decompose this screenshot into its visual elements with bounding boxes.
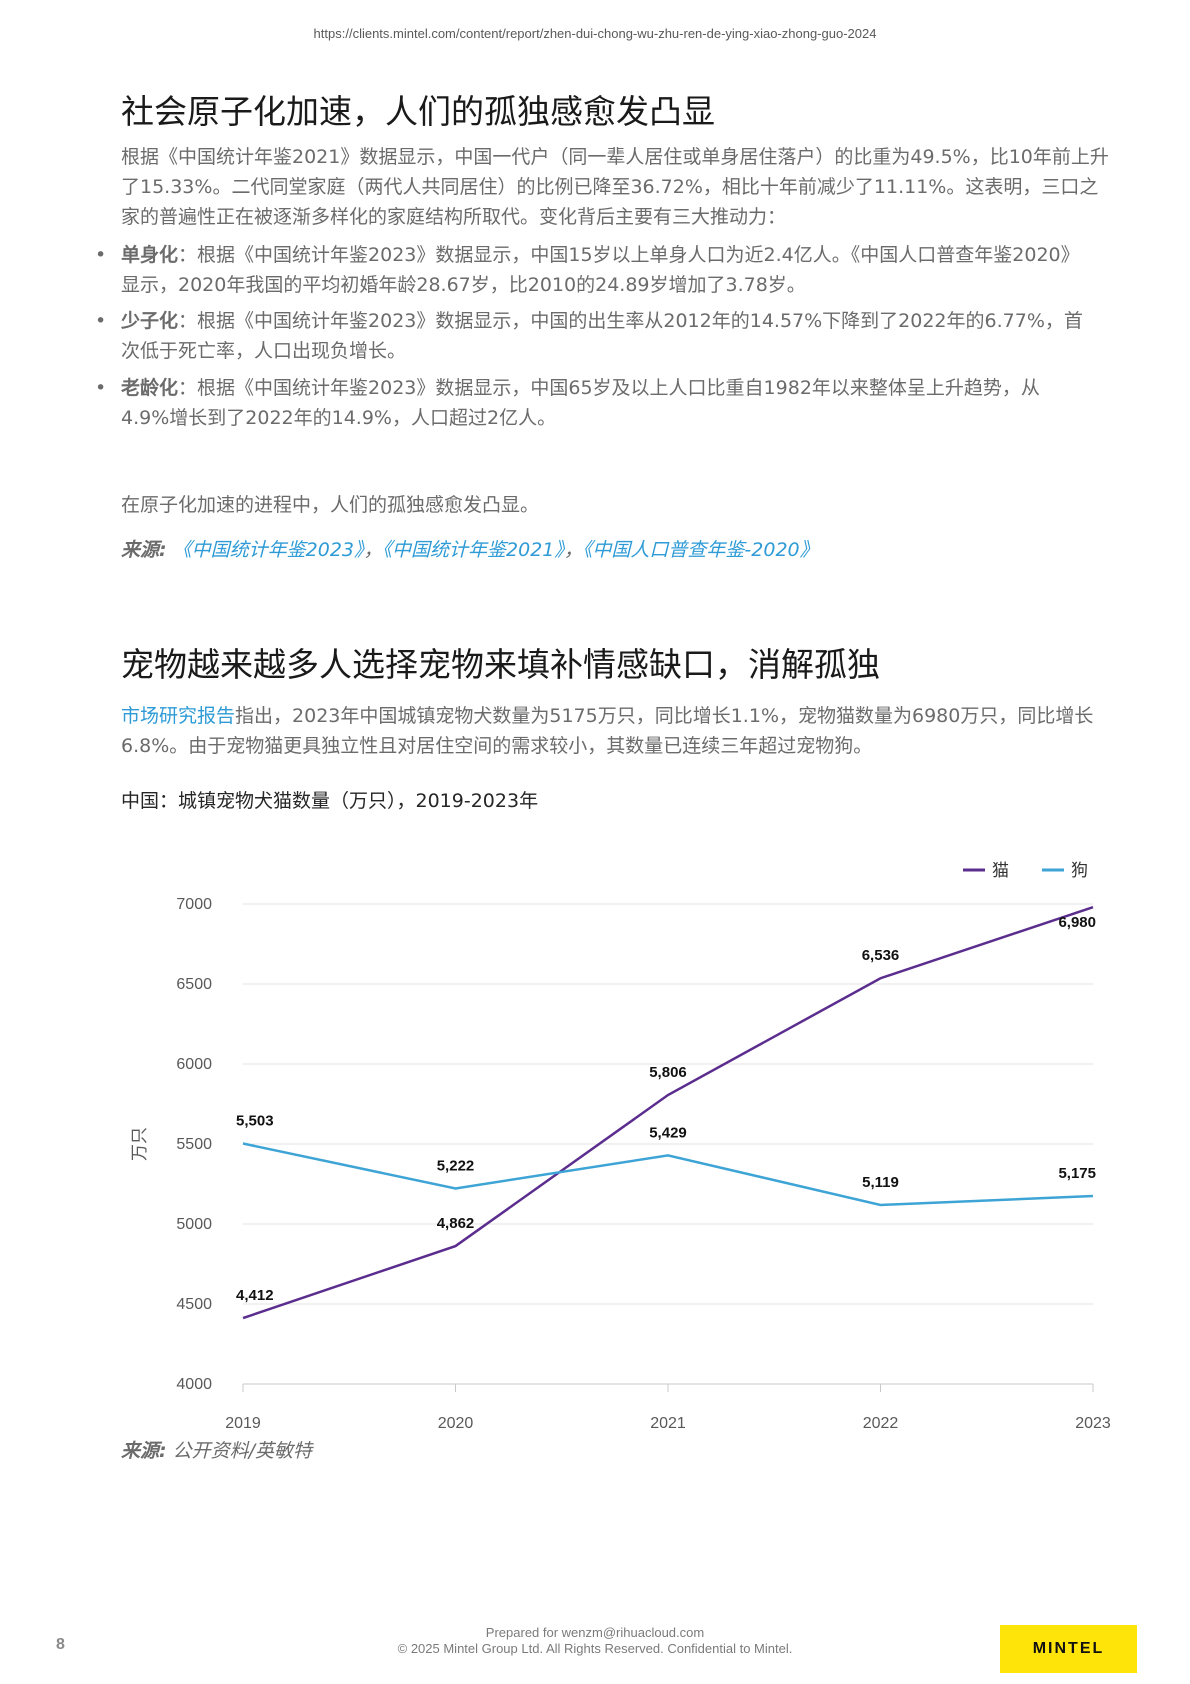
data-label: 6,536 [862,947,900,964]
line-chart: 4000 4500 5000 5500 6000 6500 7000 2019 2020 2021… [130,861,1111,1432]
y-axis-label: 万只 [130,1127,150,1161]
bullet-item-fewer-children: • 少子化：根据《中国统计年鉴2023》数据显示，中国的出生率从2012年的14.… [95,306,1086,366]
source-link-yearbook-2021[interactable]: 《中国统计年鉴2021》 [382,539,564,561]
data-label: 6,980 [1058,914,1096,931]
y-tick-label: 5500 [176,1136,212,1153]
x-tick-label: 2023 [1075,1415,1111,1432]
y-tick-label: 4000 [176,1376,212,1393]
bullet-text: ：根据《中国统计年鉴2023》数据显示，中国65岁及以上人口比重自1982年以来… [121,377,1040,429]
section-title-atomization: 社会原子化加速，人们的孤独感愈发凸显 [121,92,715,131]
bullet-dot-icon: • [95,244,107,266]
source-text: 公开资料/英敏特 [172,1440,313,1462]
x-tick-label: 2019 [225,1415,261,1432]
page-number: 8 [56,1636,65,1653]
data-label: 5,119 [862,1174,899,1191]
source-label: 来源: [121,539,167,561]
x-tick-label: 2021 [650,1415,686,1432]
series-line-dog [242,1142,1094,1207]
y-tick-label: 6000 [176,1056,212,1073]
source-label: 来源: [121,1440,167,1462]
data-label: 5,806 [649,1064,687,1081]
y-tick-label: 6500 [176,976,212,993]
x-tick-label: 2022 [863,1415,899,1432]
bullet-term: 单身化 [121,244,179,266]
section2-source: 来源: 公开资料/英敏特 [121,1436,312,1466]
market-report-link[interactable]: 市场研究报告 [121,705,236,727]
bullet-term: 少子化 [121,310,179,332]
section1-source: 来源: 《中国统计年鉴2023》，《中国统计年鉴2021》，《中国人口普查年鉴-… [121,535,819,565]
source-separator: ， [563,539,583,561]
y-tick-label: 4500 [176,1296,212,1313]
pets-paragraph-body: 指出，2023年中国城镇宠物犬数量为5175万只，同比增长1.1%，宠物猫数量为… [121,705,1094,757]
y-tick-label: 5000 [176,1216,212,1233]
data-label: 5,503 [236,1113,274,1130]
legend-label: 狗 [1071,861,1088,881]
section-title-pets: 宠物越来越多人选择宠物来填补情感缺口，消解孤独 [121,645,880,684]
intro-paragraph: 根据《中国统计年鉴2021》数据显示，中国一代户（同一辈人居住或单身居住落户）的… [121,146,1109,228]
chart-caption: 中国：城镇宠物犬猫数量（万只），2019-2023年 [121,790,539,812]
bullet-item-aging: • 老龄化：根据《中国统计年鉴2023》数据显示，中国65岁及以上人口比重自198… [95,373,1086,433]
data-label: 4,412 [236,1287,274,1304]
source-link-census-2020[interactable]: 《中国人口普查年鉴-2020》 [582,539,819,561]
bullet-dot-icon: • [95,377,107,399]
footer-notice: Prepared for wenzm@rihuacloud.com © 2025… [0,1625,1190,1657]
series-line-cat [242,906,1094,1320]
mintel-logo: MINTEL [1000,1625,1137,1673]
bullet-term: 老龄化 [121,377,179,399]
bullet-dot-icon: • [95,310,107,332]
data-label: 5,175 [1058,1165,1096,1182]
bullet-item-single: • 单身化：根据《中国统计年鉴2023》数据显示，中国15岁以上单身人口为近2.4… [95,240,1086,300]
bullet-text: ：根据《中国统计年鉴2023》数据显示，中国15岁以上单身人口为近2.4亿人。《… [121,244,1080,296]
conclusion-paragraph: 在原子化加速的进程中，人们的孤独感愈发凸显。 [121,494,540,516]
bullet-text: ：根据《中国统计年鉴2023》数据显示，中国的出生率从2012年的14.57%下… [121,310,1083,362]
copyright: © 2025 Mintel Group Ltd. All Rights Rese… [397,1641,793,1656]
report-url: https://clients.mintel.com/content/repor… [313,26,877,41]
source-separator: ， [363,539,383,561]
legend-label: 猫 [992,861,1009,881]
source-link-yearbook-2023[interactable]: 《中国统计年鉴2023》 [172,539,364,561]
prepared-for: Prepared for wenzm@rihuacloud.com [485,1625,705,1640]
x-tick-label: 2020 [438,1415,474,1432]
data-label: 5,222 [437,1157,475,1174]
pets-paragraph: 市场研究报告指出，2023年中国城镇宠物犬数量为5175万只，同比增长1.1%，… [121,701,1116,761]
data-label: 4,862 [437,1215,475,1232]
y-tick-label: 7000 [176,896,212,913]
data-label: 5,429 [649,1124,687,1141]
